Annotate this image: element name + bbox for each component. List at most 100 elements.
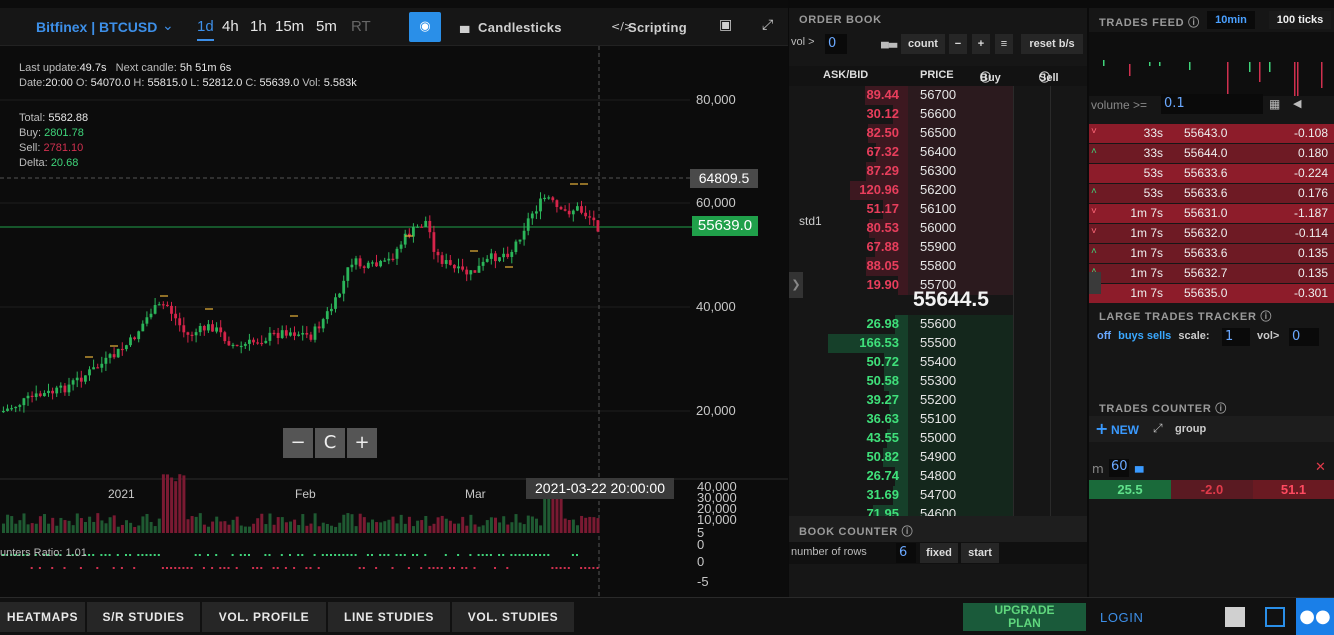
- volume-bar: [243, 526, 247, 533]
- tab-sr-studies[interactable]: S/R STUDIES: [87, 602, 201, 632]
- camera-icon[interactable]: ▣: [719, 17, 733, 33]
- bid-row[interactable]: 166.53 55500: [789, 334, 1087, 353]
- vol-tick-30000: 30,000: [697, 490, 737, 505]
- login-link[interactable]: LOGIN: [1100, 610, 1144, 625]
- off-toggle[interactable]: off: [1097, 330, 1112, 342]
- bid-row[interactable]: 43.55 55000: [789, 429, 1087, 448]
- new-counter-button[interactable]: NEW: [1111, 423, 1139, 437]
- sell-line: Sell: 2781.10: [19, 142, 84, 154]
- start-button[interactable]: start: [961, 543, 999, 563]
- bid-row[interactable]: 36.63 55100: [789, 410, 1087, 429]
- rows-input[interactable]: 6: [896, 543, 916, 563]
- pair-selector[interactable]: Bitfinex | BTCUSD: [36, 19, 158, 35]
- ask-row[interactable]: 82.50 56500: [789, 124, 1087, 143]
- expand-icon[interactable]: ⤢: [762, 17, 774, 33]
- calculator-icon[interactable]: ▦: [1269, 97, 1281, 111]
- ask-row[interactable]: 19.90 55700: [789, 276, 1087, 295]
- zoom-out-button[interactable]: −: [283, 428, 313, 458]
- price-cell-bg: [908, 486, 1013, 505]
- price-cell-bg: [908, 334, 1013, 353]
- bid-row[interactable]: 26.98 55600: [789, 315, 1087, 334]
- candle-body: [485, 258, 489, 262]
- light-theme-icon[interactable]: [1225, 607, 1245, 627]
- ask-row[interactable]: 67.32 56400: [789, 143, 1087, 162]
- price-cell-bg: [908, 200, 1013, 219]
- ask-row[interactable]: 80.53 56000: [789, 219, 1087, 238]
- bid-row[interactable]: 26.74 54800: [789, 467, 1087, 486]
- trade-price: 55643.0: [1184, 126, 1228, 140]
- trade-price: 55631.0: [1184, 206, 1228, 220]
- dark-theme-icon[interactable]: [1265, 607, 1285, 627]
- price-cell-bg: [908, 448, 1013, 467]
- vol-filter-input[interactable]: 0: [825, 34, 847, 54]
- chart-icon[interactable]: ▄: [1135, 460, 1144, 473]
- large-vol-input[interactable]: 0: [1289, 328, 1319, 346]
- tab-vol-studies[interactable]: VOL. STUDIES: [452, 602, 575, 632]
- chevron-down-icon[interactable]: ⌄: [162, 18, 174, 34]
- volume-bar: [436, 517, 440, 533]
- collapse-arrow-icon-2[interactable]: [1089, 272, 1101, 294]
- arrow-up-icon: ˄: [1091, 266, 1097, 277]
- counter-dot: [526, 554, 529, 556]
- bid-row[interactable]: 50.58 55300: [789, 372, 1087, 391]
- price-cell-bg: [908, 467, 1013, 486]
- candlesticks-button[interactable]: Candlesticks: [478, 20, 562, 35]
- buys-sells-toggle[interactable]: buys sells: [1118, 330, 1172, 342]
- ask-row[interactable]: 67.88 55900: [789, 238, 1087, 257]
- 10min-button[interactable]: 10min: [1207, 11, 1255, 29]
- sound-icon[interactable]: ◀: [1293, 97, 1302, 110]
- price-chart[interactable]: [0, 46, 788, 597]
- bid-row[interactable]: 50.72 55400: [789, 353, 1087, 372]
- scripting-button[interactable]: Scripting: [628, 20, 688, 35]
- tab-heatmaps[interactable]: HEATMAPS: [0, 602, 86, 632]
- bid-row[interactable]: 39.27 55200: [789, 391, 1087, 410]
- volume-bar: [567, 519, 571, 533]
- zoom-in-button[interactable]: +: [347, 428, 377, 458]
- timeframe-15m[interactable]: 15m: [275, 18, 305, 35]
- fixed-button[interactable]: fixed: [920, 543, 958, 563]
- bid-row[interactable]: 50.82 54900: [789, 448, 1087, 467]
- ask-row[interactable]: 87.29 56300: [789, 162, 1087, 181]
- collapse-arrow-icon[interactable]: ❯: [789, 272, 803, 298]
- eye-icon[interactable]: ◉: [409, 12, 441, 42]
- bar-chart-icon[interactable]: ▄▃: [881, 36, 898, 48]
- counter-dot: [149, 554, 152, 556]
- timeframe-1d[interactable]: 1d: [197, 18, 214, 41]
- chat-icon[interactable]: ●●: [1296, 598, 1334, 635]
- 100-ticks-button[interactable]: 100 ticks: [1269, 11, 1331, 29]
- plus-new-icon[interactable]: +: [1095, 419, 1109, 438]
- timeframe-5m[interactable]: 5m: [316, 18, 337, 35]
- ask-row[interactable]: 120.96 56200: [789, 181, 1087, 200]
- bid-row[interactable]: 31.69 54700: [789, 486, 1087, 505]
- upgrade-plan-button[interactable]: UPGRADE PLAN: [963, 603, 1086, 631]
- close-icon[interactable]: ✕: [1315, 460, 1326, 475]
- timeframe-4h[interactable]: 4h: [222, 18, 239, 35]
- price: 56700: [920, 87, 957, 102]
- timeframe-1h[interactable]: 1h: [250, 18, 267, 35]
- minus-button[interactable]: −: [949, 34, 967, 54]
- group-button[interactable]: group: [1175, 423, 1207, 435]
- volume-filter-input[interactable]: 0.1: [1161, 94, 1263, 114]
- reset-zoom-button[interactable]: C: [315, 428, 345, 458]
- ask-row[interactable]: 88.05 55800: [789, 257, 1087, 276]
- ask-row[interactable]: 51.17 56100: [789, 200, 1087, 219]
- reset-bs-button[interactable]: reset b/s: [1021, 34, 1083, 54]
- ask-row[interactable]: 89.44 56700: [789, 86, 1087, 105]
- expand-group-icon[interactable]: ⤢: [1153, 421, 1163, 435]
- m-input[interactable]: 60: [1109, 459, 1129, 477]
- timeframe-rt[interactable]: RT: [351, 18, 371, 35]
- volume-bar: [321, 522, 325, 533]
- candle-body: [235, 344, 239, 347]
- tab-vol-profile[interactable]: VOL. PROFILE: [202, 602, 327, 632]
- scale-input[interactable]: 1: [1222, 328, 1250, 346]
- count-button[interactable]: count: [901, 34, 945, 54]
- ask-row[interactable]: 30.12 56600: [789, 105, 1087, 124]
- plus-button[interactable]: +: [972, 34, 990, 54]
- candle-body: [96, 367, 100, 369]
- list-icon[interactable]: ≡: [995, 34, 1013, 54]
- trades-feed-title: TRADES FEED ⓘ: [1099, 17, 1200, 29]
- counter-buy: 25.5: [1089, 480, 1171, 499]
- x-tick-2021: 2021: [108, 487, 135, 501]
- sparkline-bar: [1129, 64, 1131, 76]
- tab-line-studies[interactable]: LINE STUDIES: [328, 602, 451, 632]
